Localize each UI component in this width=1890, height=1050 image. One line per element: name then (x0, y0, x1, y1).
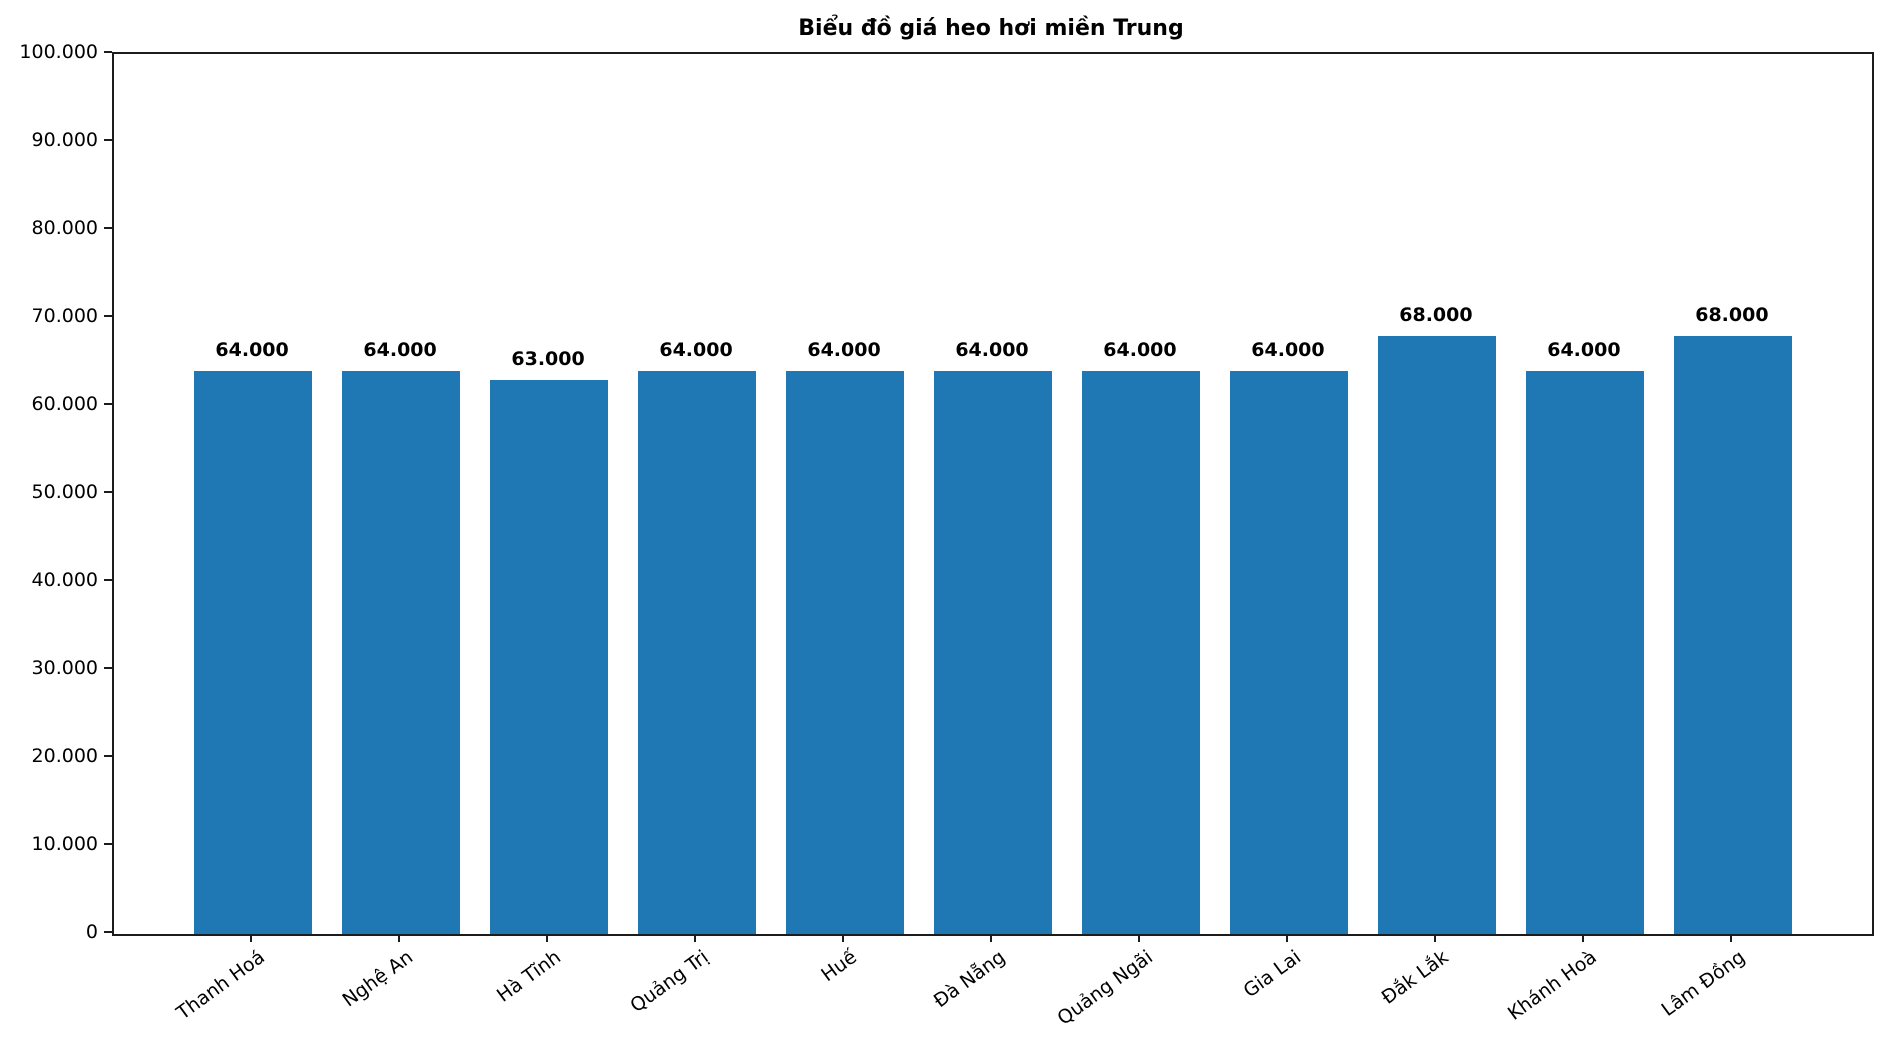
y-tick-label: 40.000 (31, 569, 98, 591)
x-tick-label: Quảng Ngãi (1053, 946, 1157, 1030)
chart-title: Biểu đồ giá heo hơi miền Trung (798, 16, 1184, 41)
bar-value-label: 64.000 (955, 338, 1029, 361)
y-tick-label: 20.000 (31, 745, 98, 767)
bar-value-label: 64.000 (215, 338, 289, 361)
bar (1377, 335, 1497, 934)
x-tick-label: Gia Lai (1239, 946, 1305, 1003)
x-tick-mark (1729, 934, 1732, 942)
x-tick-label: Khánh Hoà (1503, 946, 1601, 1025)
x-tick-label: Lâm Đồng (1657, 946, 1749, 1021)
x-tick-mark (1433, 934, 1436, 942)
bar-value-label: 68.000 (1399, 303, 1473, 326)
bar-value-label: 68.000 (1695, 303, 1769, 326)
y-tick-mark (104, 491, 112, 493)
x-tick-label: Đắk Lắk (1377, 946, 1453, 1009)
y-tick-mark (104, 227, 112, 229)
x-tick-label: Quảng Trị (626, 946, 713, 1018)
x-tick-mark (250, 934, 253, 942)
y-tick-label: 10.000 (31, 833, 98, 855)
bar-value-label: 64.000 (659, 338, 733, 361)
y-tick-mark (104, 139, 112, 141)
x-tick-mark (1285, 934, 1288, 942)
bar (489, 379, 609, 934)
y-tick-label: 30.000 (31, 657, 98, 679)
y-tick-mark (104, 403, 112, 405)
y-tick-mark (104, 315, 112, 317)
bar (1673, 335, 1793, 934)
y-tick-label: 50.000 (31, 481, 98, 503)
bar-value-label: 64.000 (1251, 338, 1325, 361)
y-tick-label: 100.000 (19, 41, 98, 63)
bar-value-label: 63.000 (511, 347, 585, 370)
y-tick-mark (104, 667, 112, 669)
bar (1525, 370, 1645, 934)
y-tick-label: 80.000 (31, 217, 98, 239)
x-tick-mark (842, 934, 845, 942)
x-tick-label: Nghệ An (338, 946, 418, 1012)
bar (193, 370, 313, 934)
y-tick-mark (104, 931, 112, 933)
x-tick-mark (694, 934, 697, 942)
x-tick-label: Thanh Hoá (172, 946, 270, 1025)
x-tick-mark (546, 934, 549, 942)
plot-area (112, 52, 1874, 936)
bar (1229, 370, 1349, 934)
bar-value-label: 64.000 (1103, 338, 1177, 361)
bar (933, 370, 1053, 934)
x-tick-label: Hà Tĩnh (493, 946, 565, 1007)
y-tick-mark (104, 51, 112, 53)
x-tick-label: Đà Nẵng (929, 946, 1009, 1013)
bar (341, 370, 461, 934)
y-tick-label: 60.000 (31, 393, 98, 415)
y-tick-label: 90.000 (31, 129, 98, 151)
bar-value-label: 64.000 (1547, 338, 1621, 361)
x-tick-mark (398, 934, 401, 942)
bar (785, 370, 905, 934)
bar-value-label: 64.000 (363, 338, 437, 361)
y-tick-label: 0 (85, 921, 98, 943)
bar-value-label: 64.000 (807, 338, 881, 361)
y-tick-mark (104, 579, 112, 581)
bar (637, 370, 757, 934)
bar (1081, 370, 1201, 934)
x-tick-mark (1137, 934, 1140, 942)
y-tick-mark (104, 755, 112, 757)
y-tick-mark (104, 843, 112, 845)
y-tick-label: 70.000 (31, 305, 98, 327)
x-tick-mark (990, 934, 992, 942)
x-tick-label: Huế (817, 946, 861, 987)
x-tick-mark (1581, 934, 1584, 942)
